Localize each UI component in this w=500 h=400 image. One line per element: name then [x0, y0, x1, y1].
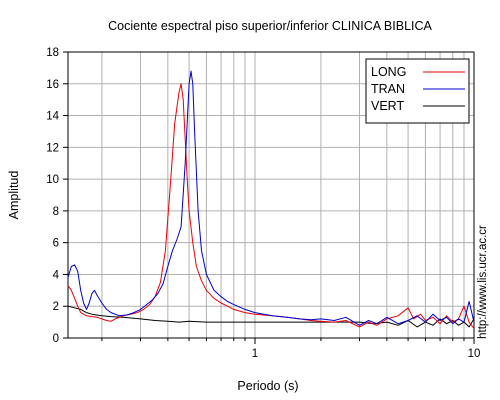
y-axis-label: Amplitud: [7, 171, 21, 220]
y-tick-label: 2: [53, 301, 59, 313]
y-tick-label: 6: [53, 238, 59, 250]
series-line-long: [67, 83, 475, 329]
y-tick-label: 4: [53, 269, 60, 281]
series-line-tran: [67, 70, 475, 326]
y-tick-label: 18: [46, 47, 59, 59]
y-tick-label: 0: [53, 333, 59, 345]
axis-ticks: 0 2 4 6 8 10 12 14 16 18 1 10: [46, 47, 480, 360]
x-tick-label: 1: [252, 348, 258, 360]
grid-lines: [68, 52, 474, 338]
plot-frame: [67, 51, 475, 339]
y-tick-label: 10: [46, 174, 59, 186]
legend-box: [365, 58, 470, 124]
legend-label-tran: TRAN: [371, 82, 405, 96]
x-tick-label: 10: [468, 348, 481, 360]
series-line-vert: [67, 305, 475, 328]
y-tick-label: 16: [46, 79, 59, 91]
legend: LONG TRAN VERT: [365, 58, 470, 124]
legend-label-vert: VERT: [371, 99, 404, 113]
y-tick-label: 14: [46, 111, 59, 123]
series-group: [67, 70, 475, 329]
credit-text: http://www.lis.ucr.ac.cr: [477, 225, 489, 339]
y-tick-label: 12: [46, 142, 59, 154]
legend-label-long: LONG: [371, 65, 406, 79]
x-axis-label: Periodo (s): [237, 379, 298, 393]
y-tick-label: 8: [53, 206, 59, 218]
chart-title: Cociente espectral piso superior/inferio…: [108, 19, 432, 33]
